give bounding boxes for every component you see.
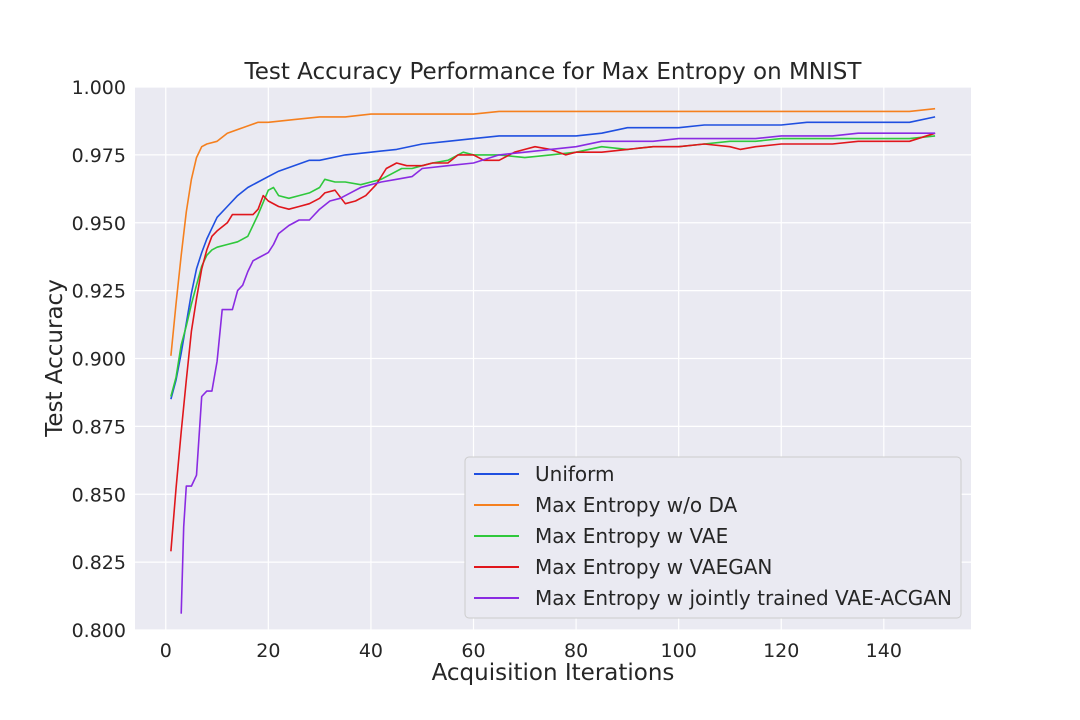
series-line (170, 107, 936, 356)
series-line (170, 132, 936, 552)
x-axis-title: Acquisition Iterations (432, 660, 675, 686)
y-tick-label: 1.000 (72, 77, 126, 99)
x-tick-label: 20 (256, 640, 280, 662)
legend-label: Uniform (535, 462, 615, 486)
series-line (180, 132, 936, 614)
x-tick-labels: 0 20 40 60 80 100 120 140 (160, 640, 902, 662)
x-tick-label: 140 (866, 640, 902, 662)
y-tick-label: 0.925 (72, 281, 126, 303)
chart-title: Test Accuracy Performance for Max Entrop… (244, 59, 863, 85)
y-tick-label: 0.950 (72, 213, 126, 235)
y-tick-label: 0.900 (72, 349, 126, 371)
x-tick-label: 100 (661, 640, 697, 662)
y-tick-label: 0.800 (72, 620, 126, 642)
y-tick-labels: 0.800 0.825 0.850 0.875 0.900 0.925 0.950 0.975… (72, 77, 126, 642)
y-axis-title: Test Accuracy (42, 279, 68, 438)
y-tick-label: 0.850 (72, 484, 126, 506)
series-line (170, 116, 936, 400)
x-tick-label: 0 (160, 640, 172, 662)
legend-label: Max Entropy w jointly trained VAE-ACGAN (535, 586, 952, 610)
legend: Uniform Max Entropy w/o DA Max Entropy w V… (464, 456, 962, 619)
series-line (170, 135, 936, 397)
legend-label: Max Entropy w VAE (535, 524, 728, 548)
y-tick-label: 0.875 (72, 416, 126, 438)
x-tick-label: 80 (564, 640, 588, 662)
legend-label: Max Entropy w VAEGAN (535, 555, 772, 579)
legend-box (464, 456, 962, 619)
x-tick-label: 40 (359, 640, 383, 662)
y-tick-label: 0.825 (72, 552, 126, 574)
y-tick-label: 0.975 (72, 145, 126, 167)
x-tick-label: 120 (763, 640, 799, 662)
legend-label: Max Entropy w/o DA (535, 493, 738, 517)
x-tick-label: 60 (461, 640, 485, 662)
series-layer (170, 107, 936, 614)
